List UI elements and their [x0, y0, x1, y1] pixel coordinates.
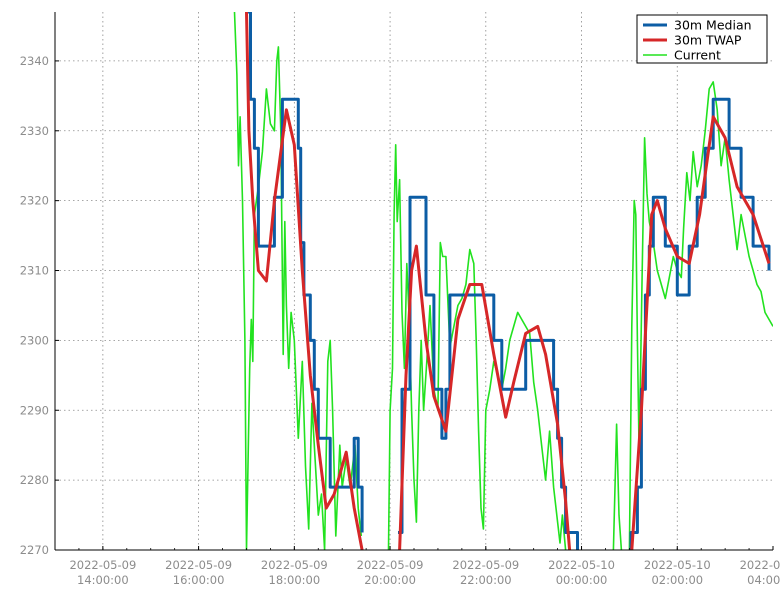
y-tick-label: 2300	[20, 333, 49, 347]
legend-label: 30m TWAP	[674, 33, 742, 48]
x-tick-time: 04:00:00	[747, 573, 780, 587]
y-tick-label: 2320	[20, 194, 49, 208]
y-tick-label: 2280	[20, 473, 49, 487]
y-tick-label: 2340	[20, 54, 49, 68]
y-tick-label: 2330	[20, 124, 49, 138]
x-tick-time: 02:00:00	[651, 573, 703, 587]
y-tick-label: 2310	[20, 264, 49, 278]
x-tick-time: 20:00:00	[364, 573, 416, 587]
x-tick-date: 2022-05-09	[452, 558, 519, 572]
x-tick-time: 00:00:00	[556, 573, 608, 587]
x-tick-date: 2022-05-10	[548, 558, 615, 572]
x-tick-time: 22:00:00	[460, 573, 512, 587]
x-tick-time: 14:00:00	[77, 573, 129, 587]
x-tick-date: 2022-05-09	[261, 558, 328, 572]
series-line-current	[233, 12, 773, 550]
y-tick-label: 2270	[20, 543, 49, 557]
x-tick-time: 16:00:00	[173, 573, 225, 587]
x-tick-date: 2022-05-09	[357, 558, 424, 572]
x-tick-date: 2022-05-09	[69, 558, 136, 572]
y-tick-label: 2290	[20, 403, 49, 417]
legend-label: 30m Median	[674, 18, 752, 33]
x-tick-date: 2022-05-10	[740, 558, 780, 572]
chart-axes	[54, 12, 774, 551]
x-tick-date: 2022-05-09	[165, 558, 232, 572]
series-layer	[233, 12, 773, 550]
series-line-30m-twap	[245, 12, 771, 550]
series-line-30m-median	[246, 12, 771, 550]
x-tick-date: 2022-05-10	[644, 558, 711, 572]
tick-labels: 2270 2280 2290 2300 2310 2320 2330 2340 2022-05-…	[20, 54, 780, 587]
x-tick-time: 18:00:00	[269, 573, 321, 587]
legend-label: Current	[674, 48, 721, 63]
